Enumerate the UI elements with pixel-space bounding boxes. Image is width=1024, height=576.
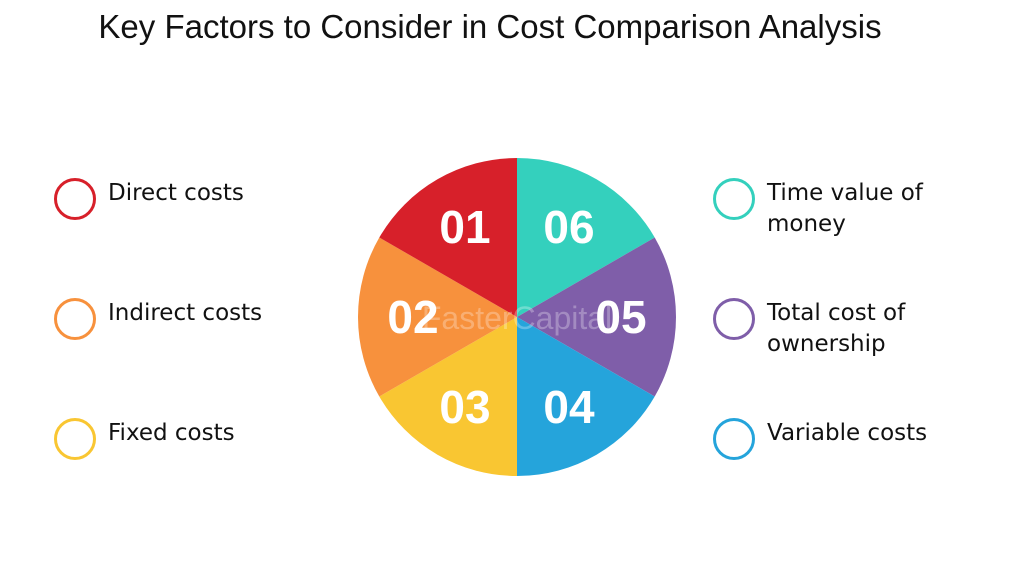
wheel-segment-03 (379, 317, 517, 476)
segment-number-02: 02 (387, 291, 438, 343)
factor-variable-costs: Variable costs (713, 418, 927, 460)
factor-label: Fixed costs (108, 420, 235, 446)
factor-label: Total cost of ownership (767, 300, 906, 357)
teal-ring-icon (713, 178, 755, 220)
diagram-title: Key Factors to Consider in Cost Comparis… (98, 8, 882, 45)
segment-number-01: 01 (439, 201, 490, 253)
segment-number-04: 04 (543, 381, 595, 433)
wheel-segment-02 (357, 237, 517, 397)
segment-number-06: 06 (543, 201, 594, 253)
blue-ring-icon (713, 418, 755, 460)
factor-direct-costs: Direct costs (54, 178, 244, 220)
factor-label: Time value of money (767, 180, 923, 237)
purple-ring-icon (713, 298, 755, 340)
wheel-segment-05 (517, 237, 677, 397)
watermark: FasterCapital (422, 300, 612, 336)
factor-label: Variable costs (767, 420, 928, 446)
orange-ring-icon (54, 298, 96, 340)
segment-number-05: 05 (595, 291, 646, 343)
factor-fixed-costs: Fixed costs (54, 418, 235, 460)
wheel-segment-01 (379, 158, 517, 317)
wheel-segment-06 (517, 158, 655, 317)
yellow-ring-icon (54, 418, 96, 460)
factor-total-cost-of-ownership: Total cost of ownership (713, 298, 905, 360)
factor-label: Indirect costs (108, 300, 263, 326)
segment-number-03: 03 (439, 381, 490, 433)
factor-label: Direct costs (108, 180, 244, 206)
wheel-segment-04 (517, 317, 655, 476)
factor-time-value-of-money: Time value of money (713, 178, 923, 240)
factor-indirect-costs: Indirect costs (54, 298, 262, 340)
red-ring-icon (54, 178, 96, 220)
